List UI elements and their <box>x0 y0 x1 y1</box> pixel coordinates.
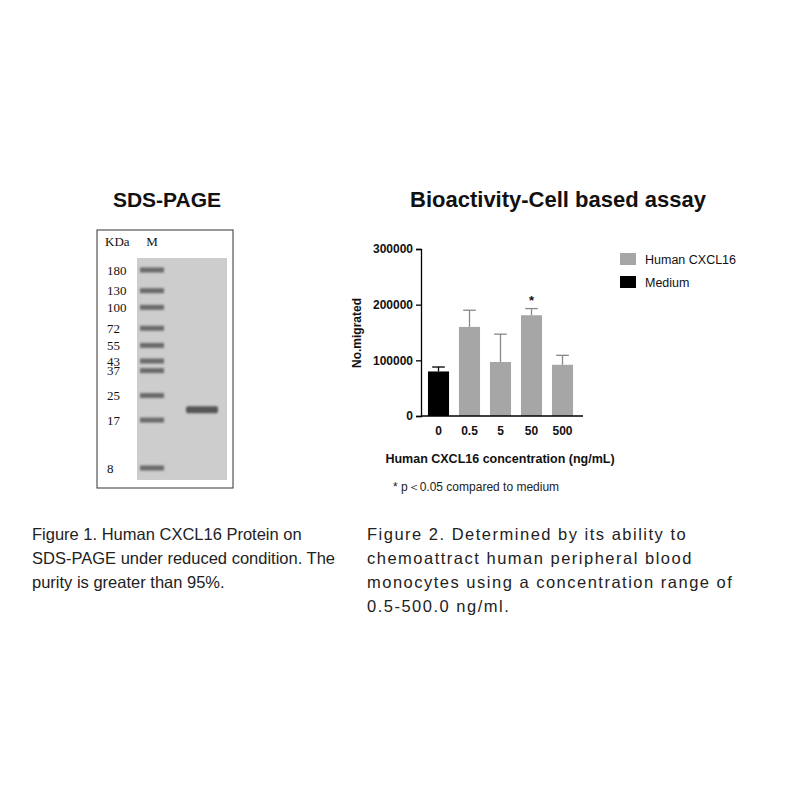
y-axis-line <box>416 250 422 417</box>
error-bar <box>525 309 538 316</box>
gel-image <box>137 258 227 480</box>
error-bar <box>494 334 507 362</box>
y-tick-line <box>416 249 421 250</box>
ladder-label: 37 <box>107 363 121 378</box>
gel-unit-label: KDa <box>105 234 130 249</box>
legend: Human CXCL16 Medium <box>620 253 736 290</box>
error-stem <box>531 309 532 316</box>
ladder-band <box>140 343 164 348</box>
y-tick-line <box>416 360 421 361</box>
x-tick-label: 5 <box>497 424 504 438</box>
y-axis: 0 100000 200000 300000 <box>373 242 422 423</box>
error-cap <box>494 334 507 335</box>
error-stem <box>500 334 501 362</box>
x-tick: 50 <box>525 416 539 438</box>
legend-label: Medium <box>645 276 689 290</box>
gel-lane-label: M <box>146 234 158 249</box>
ladder-label: 17 <box>107 413 121 428</box>
y-tick: 300000 <box>373 242 421 256</box>
bar <box>521 315 542 416</box>
bar-chart: Bioactivity-Cell based assay 0 100000 20000… <box>350 187 736 494</box>
x-tick: 500 <box>552 416 572 438</box>
x-tick: 0 <box>435 416 442 438</box>
ladder-band <box>140 393 164 398</box>
plot-area <box>428 309 573 416</box>
gel-panel: SDS-PAGEKDaM1801301007255433725178 <box>97 188 233 488</box>
gel-title: SDS-PAGE <box>113 188 221 211</box>
ladder-label: 8 <box>107 461 114 476</box>
annotation: * <box>529 293 535 308</box>
ladder-label: 72 <box>107 321 120 336</box>
error-cap <box>463 310 476 311</box>
x-axis: 0 0.5 5 50 500 <box>421 416 583 438</box>
error-stem <box>438 367 439 371</box>
ladder-label: 100 <box>107 300 127 315</box>
ladder-band <box>140 466 164 471</box>
x-axis-title: Human CXCL16 concentration (ng/mL) <box>385 452 614 466</box>
legend-swatch <box>620 276 636 288</box>
error-stem <box>469 310 470 327</box>
caption: Figure 1. Human CXCL16 Protein on SDS-PA… <box>32 522 344 594</box>
error-stem <box>562 355 563 364</box>
legend-label: Human CXCL16 <box>645 253 736 267</box>
x-axis-line <box>421 415 583 416</box>
y-axis-title: No.migrated <box>350 298 364 368</box>
ladder-band <box>140 288 164 293</box>
ladder-label: 180 <box>107 263 127 278</box>
error-bar <box>556 355 569 364</box>
y-tick-label: 0 <box>406 409 413 423</box>
bar <box>428 371 449 416</box>
bar <box>490 362 511 416</box>
y-tick: 100000 <box>373 354 421 368</box>
error-bar <box>463 310 476 327</box>
error-cap <box>525 308 538 309</box>
x-tick-label: 0 <box>435 424 442 438</box>
x-tick: 5 <box>497 416 504 438</box>
y-tick-line <box>416 416 421 417</box>
bar <box>459 327 480 416</box>
ladder-label: 130 <box>107 283 127 298</box>
y-tick: 200000 <box>373 298 421 312</box>
x-tick-label: 500 <box>552 424 572 438</box>
x-tick-label: 0.5 <box>461 424 478 438</box>
y-tick: 0 <box>406 409 421 423</box>
y-tick-line <box>416 305 421 306</box>
y-tick-label: 300000 <box>373 242 413 256</box>
legend-swatch <box>620 253 636 265</box>
ladder-band <box>140 326 164 331</box>
x-tick: 0.5 <box>461 416 478 438</box>
error-cap <box>556 355 569 356</box>
ladder-band <box>140 368 164 373</box>
ladder-band <box>140 268 164 273</box>
ladder-band <box>140 305 164 310</box>
gel-frame <box>97 230 233 488</box>
error-bar <box>432 367 445 371</box>
x-tick-label: 50 <box>525 424 539 438</box>
ladder-band <box>140 359 164 364</box>
caption: Figure 2. Determined by its ability to c… <box>367 522 772 618</box>
canvas: SDS-PAGEKDaM1801301007255433725178Bioact… <box>0 0 800 800</box>
ladder-band <box>140 418 164 423</box>
y-tick-label: 100000 <box>373 354 413 368</box>
ladder-label: 25 <box>107 388 120 403</box>
chart-title: Bioactivity-Cell based assay <box>410 187 707 212</box>
sample-band <box>186 406 218 413</box>
y-tick-label: 200000 <box>373 298 413 312</box>
error-cap <box>432 366 445 367</box>
footnote: * p＜0.05 compared to medium <box>393 480 559 494</box>
ladder-label: 55 <box>107 338 120 353</box>
bar <box>552 365 573 416</box>
